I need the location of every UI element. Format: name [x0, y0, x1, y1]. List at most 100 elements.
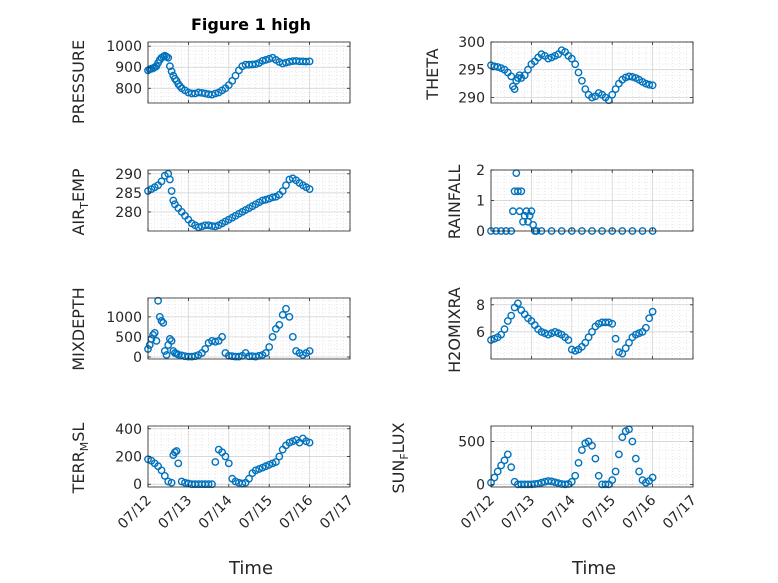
data-point: [493, 467, 502, 476]
data-point: [265, 194, 274, 203]
y-tick-label: 1000: [106, 39, 142, 55]
data-point: [628, 73, 637, 81]
data-point: [167, 187, 176, 195]
data-point: [275, 320, 284, 329]
y-tick-label: 500: [458, 434, 485, 450]
data-point: [621, 344, 630, 353]
data-point: [221, 452, 230, 461]
data-point: [245, 474, 253, 483]
data-point: [574, 458, 583, 467]
data-point: [581, 85, 590, 94]
data-point: [176, 82, 184, 91]
data-point: [261, 56, 270, 64]
data-point: [258, 196, 267, 205]
data-point: [510, 85, 519, 94]
data-point: [159, 318, 168, 327]
data-point: [302, 57, 311, 66]
y-tick-label: 295: [458, 63, 485, 79]
data-point: [611, 467, 620, 476]
data-point: [618, 349, 627, 358]
chart-h2omixra: 68: [476, 297, 694, 360]
data-point: [571, 471, 580, 480]
data-point: [514, 187, 522, 196]
data-point: [268, 332, 277, 341]
data-point: [194, 223, 203, 232]
data-point: [581, 338, 590, 347]
data-point: [493, 63, 502, 71]
data-point: [305, 57, 314, 66]
data-point: [571, 60, 580, 69]
data-point: [608, 90, 617, 99]
data-point: [211, 89, 220, 98]
y-tick-label: 800: [115, 81, 142, 97]
data-point: [251, 60, 260, 68]
data-point: [631, 454, 640, 463]
figure-title: Figure 1 high: [191, 15, 311, 34]
y-tick-label: 2: [476, 163, 485, 179]
data-point: [588, 93, 596, 102]
data-point: [157, 316, 166, 325]
data-point: [211, 222, 220, 231]
data-point: [628, 437, 637, 446]
data-point: [567, 54, 576, 63]
axes-frame: [490, 425, 694, 488]
data-point: [211, 458, 220, 466]
y-tick-label: 400: [115, 422, 142, 438]
data-point: [208, 90, 216, 99]
chart-rainfall: 0 1 2: [476, 163, 694, 240]
y-tick-label: 0: [133, 350, 142, 366]
y-axis-label-air-temp: AIRTEMP: [69, 168, 91, 235]
chart-mixdepth: 0 500 1000: [106, 296, 351, 366]
data-point: [618, 433, 627, 442]
y-axis-label-pressure: PRESSURE: [69, 40, 88, 124]
axes-frame: [490, 41, 694, 104]
data-point: [503, 450, 512, 459]
data-point: [160, 347, 169, 355]
data-point: [278, 310, 287, 319]
data-point: [282, 58, 290, 67]
data-point: [305, 185, 314, 194]
data-point: [155, 312, 164, 321]
data-point: [564, 336, 573, 344]
data-point: [611, 85, 620, 94]
data-point: [591, 454, 600, 463]
data-point: [165, 62, 174, 71]
data-point: [588, 441, 596, 450]
data-point: [648, 307, 657, 316]
y-tick-label: 1000: [106, 310, 142, 326]
data-point: [282, 304, 290, 313]
data-point: [544, 54, 553, 63]
axes-frame: [147, 297, 351, 360]
data-point: [201, 345, 210, 353]
y-axis-label-theta: THETA: [423, 48, 442, 100]
data-point: [500, 456, 509, 465]
data-point: [170, 74, 179, 83]
x-axis-label-right: Time: [571, 558, 616, 579]
y-tick-label: 1: [476, 194, 485, 210]
data-point: [150, 328, 159, 337]
data-point: [218, 332, 227, 341]
axes-frame: [147, 41, 351, 104]
data-point: [527, 207, 536, 216]
data-point: [524, 65, 532, 74]
chart-theta: 290 295 300: [458, 35, 694, 106]
data-point: [157, 466, 166, 475]
x-axis-label-left: Time: [228, 558, 273, 579]
data-point: [152, 336, 161, 345]
data-point: [288, 332, 297, 341]
data-point: [154, 296, 163, 305]
data-point: [507, 311, 516, 320]
data-point: [224, 459, 233, 468]
y-tick-label: 0: [476, 224, 485, 240]
y-axis-label-rainfall: RAINFALL: [445, 165, 464, 240]
data-point: [503, 317, 512, 325]
data-point: [305, 347, 314, 355]
data-point: [278, 187, 287, 195]
y-tick-label: 285: [115, 186, 142, 202]
axes-frame: [490, 297, 694, 360]
data-point: [282, 181, 290, 190]
data-point: [514, 299, 522, 308]
data-point: [271, 458, 280, 466]
data-point: [165, 175, 174, 184]
